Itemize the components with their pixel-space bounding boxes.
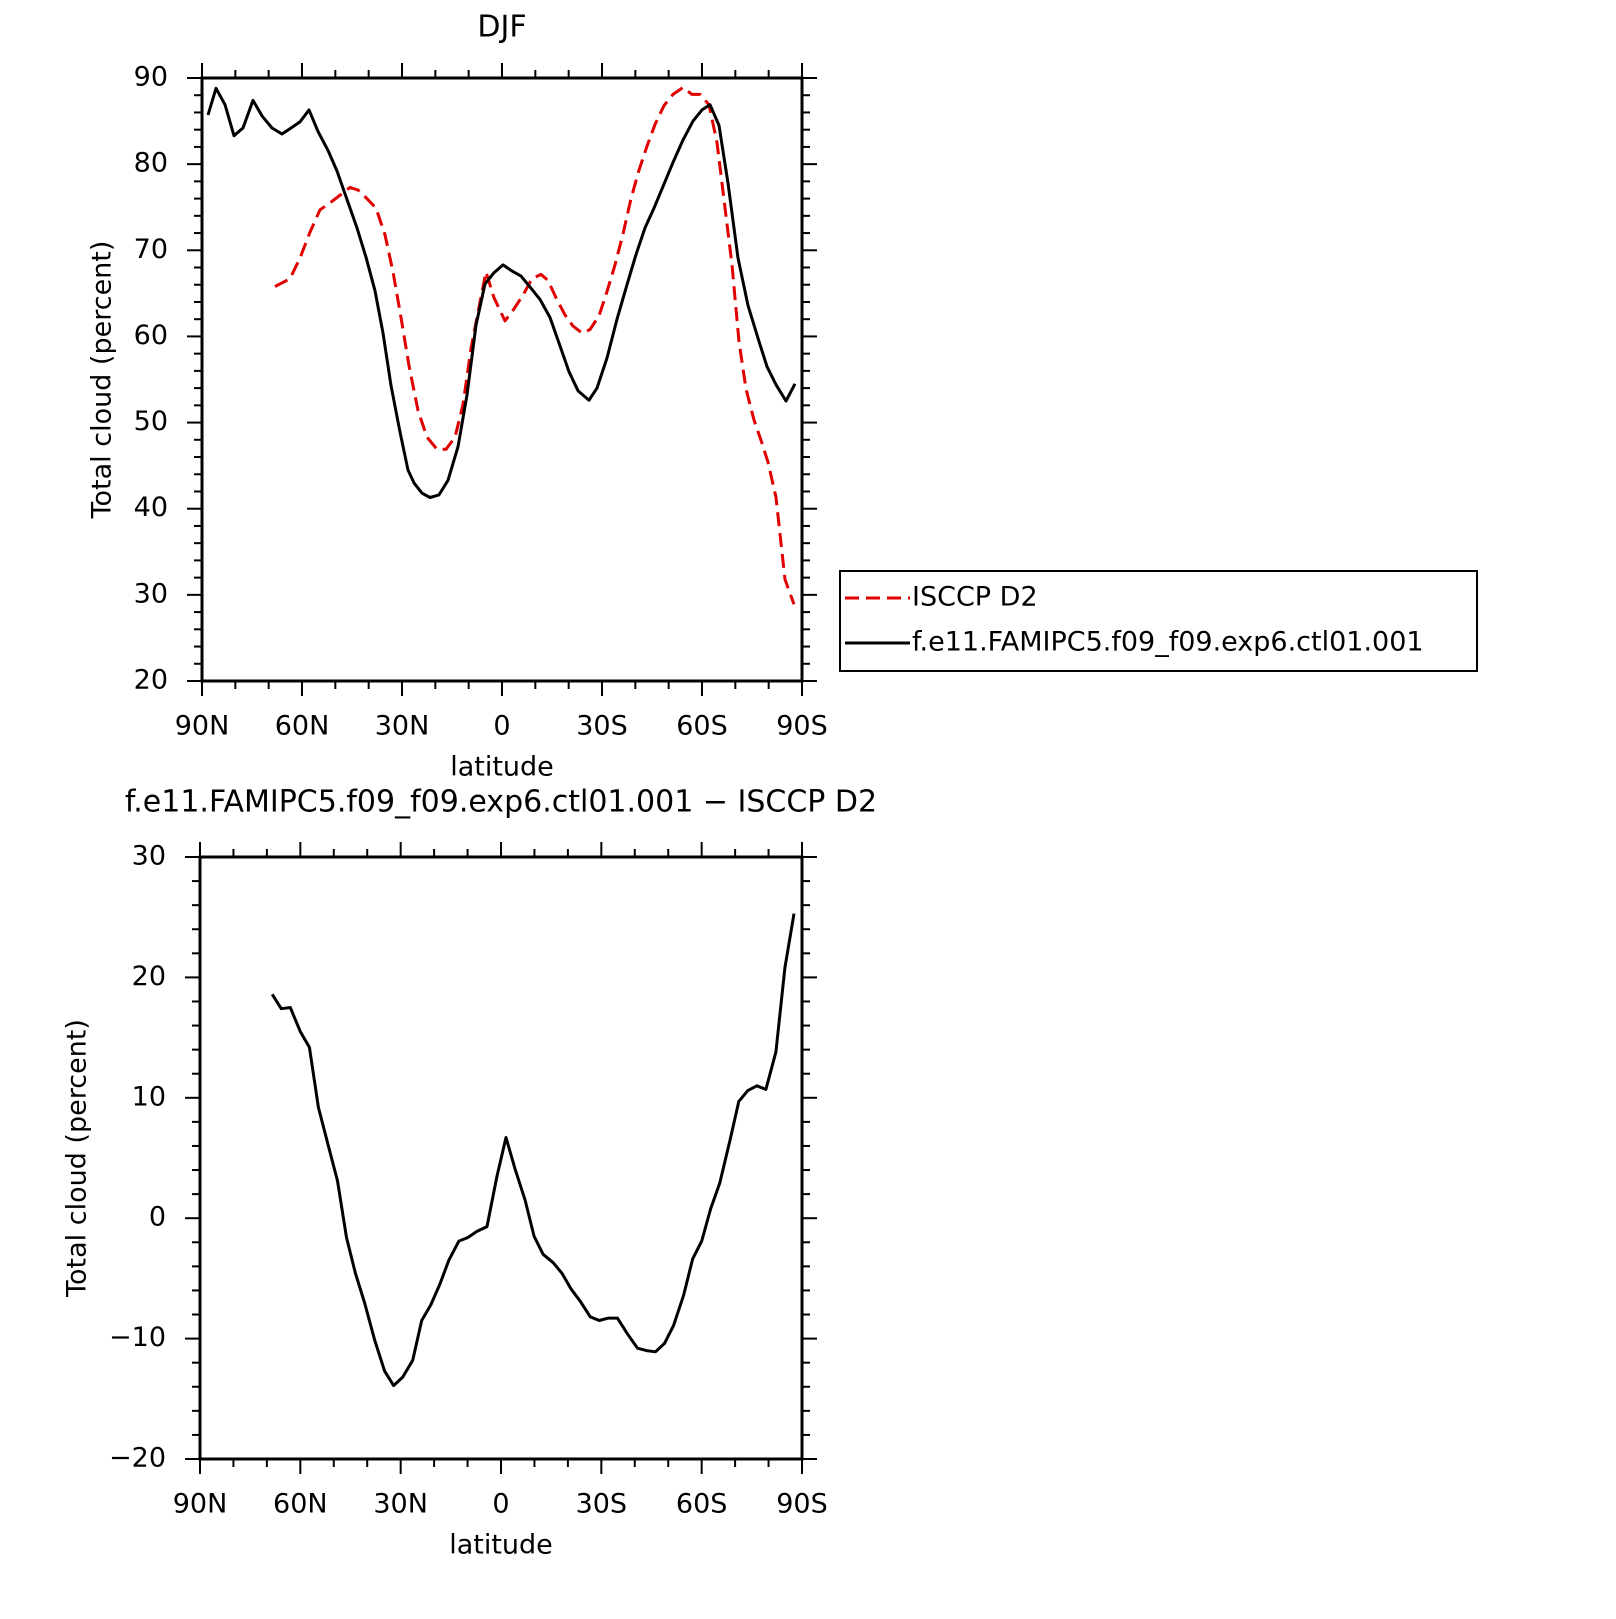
x-axis-label: latitude — [449, 1530, 553, 1561]
data-line — [270, 913, 796, 1388]
x-tick-label: 0 — [493, 711, 510, 742]
y-tick-label: 0 — [149, 1202, 166, 1233]
y-tick-label: 30 — [132, 841, 166, 872]
y-tick-label: 70 — [134, 234, 168, 265]
x-tick-label: 60S — [676, 711, 728, 742]
x-tick-label: 60S — [676, 1489, 728, 1520]
x-tick-label: 90S — [776, 711, 828, 742]
x-tick-label: 30N — [375, 711, 430, 742]
y-tick-label: −10 — [109, 1322, 166, 1353]
y-tick-label: −20 — [109, 1443, 166, 1474]
y-axis-label: Total cloud (percent) — [62, 1019, 93, 1298]
data-line — [206, 86, 797, 499]
y-tick-label: 80 — [134, 148, 168, 179]
y-tick-label: 50 — [134, 406, 168, 437]
x-tick-label: 60N — [273, 1489, 328, 1520]
x-tick-label: 90S — [776, 1489, 828, 1520]
data-line — [274, 86, 796, 605]
plot-frame — [200, 76, 804, 683]
chart-title: f.e11.FAMIPC5.f09_f09.exp6.ctl01.001 − I… — [125, 785, 877, 820]
x-tick-label: 0 — [492, 1489, 509, 1520]
x-tick-label: 60N — [275, 711, 330, 742]
x-tick-label: 90N — [173, 1489, 228, 1520]
x-tick-label: 30S — [576, 711, 628, 742]
x-tick-label: 30S — [576, 1489, 628, 1520]
legend-box — [839, 570, 1478, 672]
chart-title: DJF — [477, 10, 526, 45]
y-tick-label: 20 — [134, 665, 168, 696]
y-tick-label: 30 — [134, 578, 168, 609]
legend-label: f.e11.FAMIPC5.f09_f09.exp6.ctl01.001 — [912, 627, 1424, 658]
x-axis-label: latitude — [450, 752, 554, 783]
legend-label: ISCCP D2 — [912, 582, 1038, 613]
y-tick-label: 60 — [134, 320, 168, 351]
x-tick-label: 30N — [373, 1489, 428, 1520]
x-tick-label: 90N — [175, 711, 230, 742]
y-tick-label: 90 — [134, 62, 168, 93]
y-tick-label: 20 — [132, 961, 166, 992]
y-tick-label: 40 — [134, 492, 168, 523]
y-tick-label: 10 — [132, 1081, 166, 1112]
y-axis-label: Total cloud (percent) — [87, 241, 118, 520]
